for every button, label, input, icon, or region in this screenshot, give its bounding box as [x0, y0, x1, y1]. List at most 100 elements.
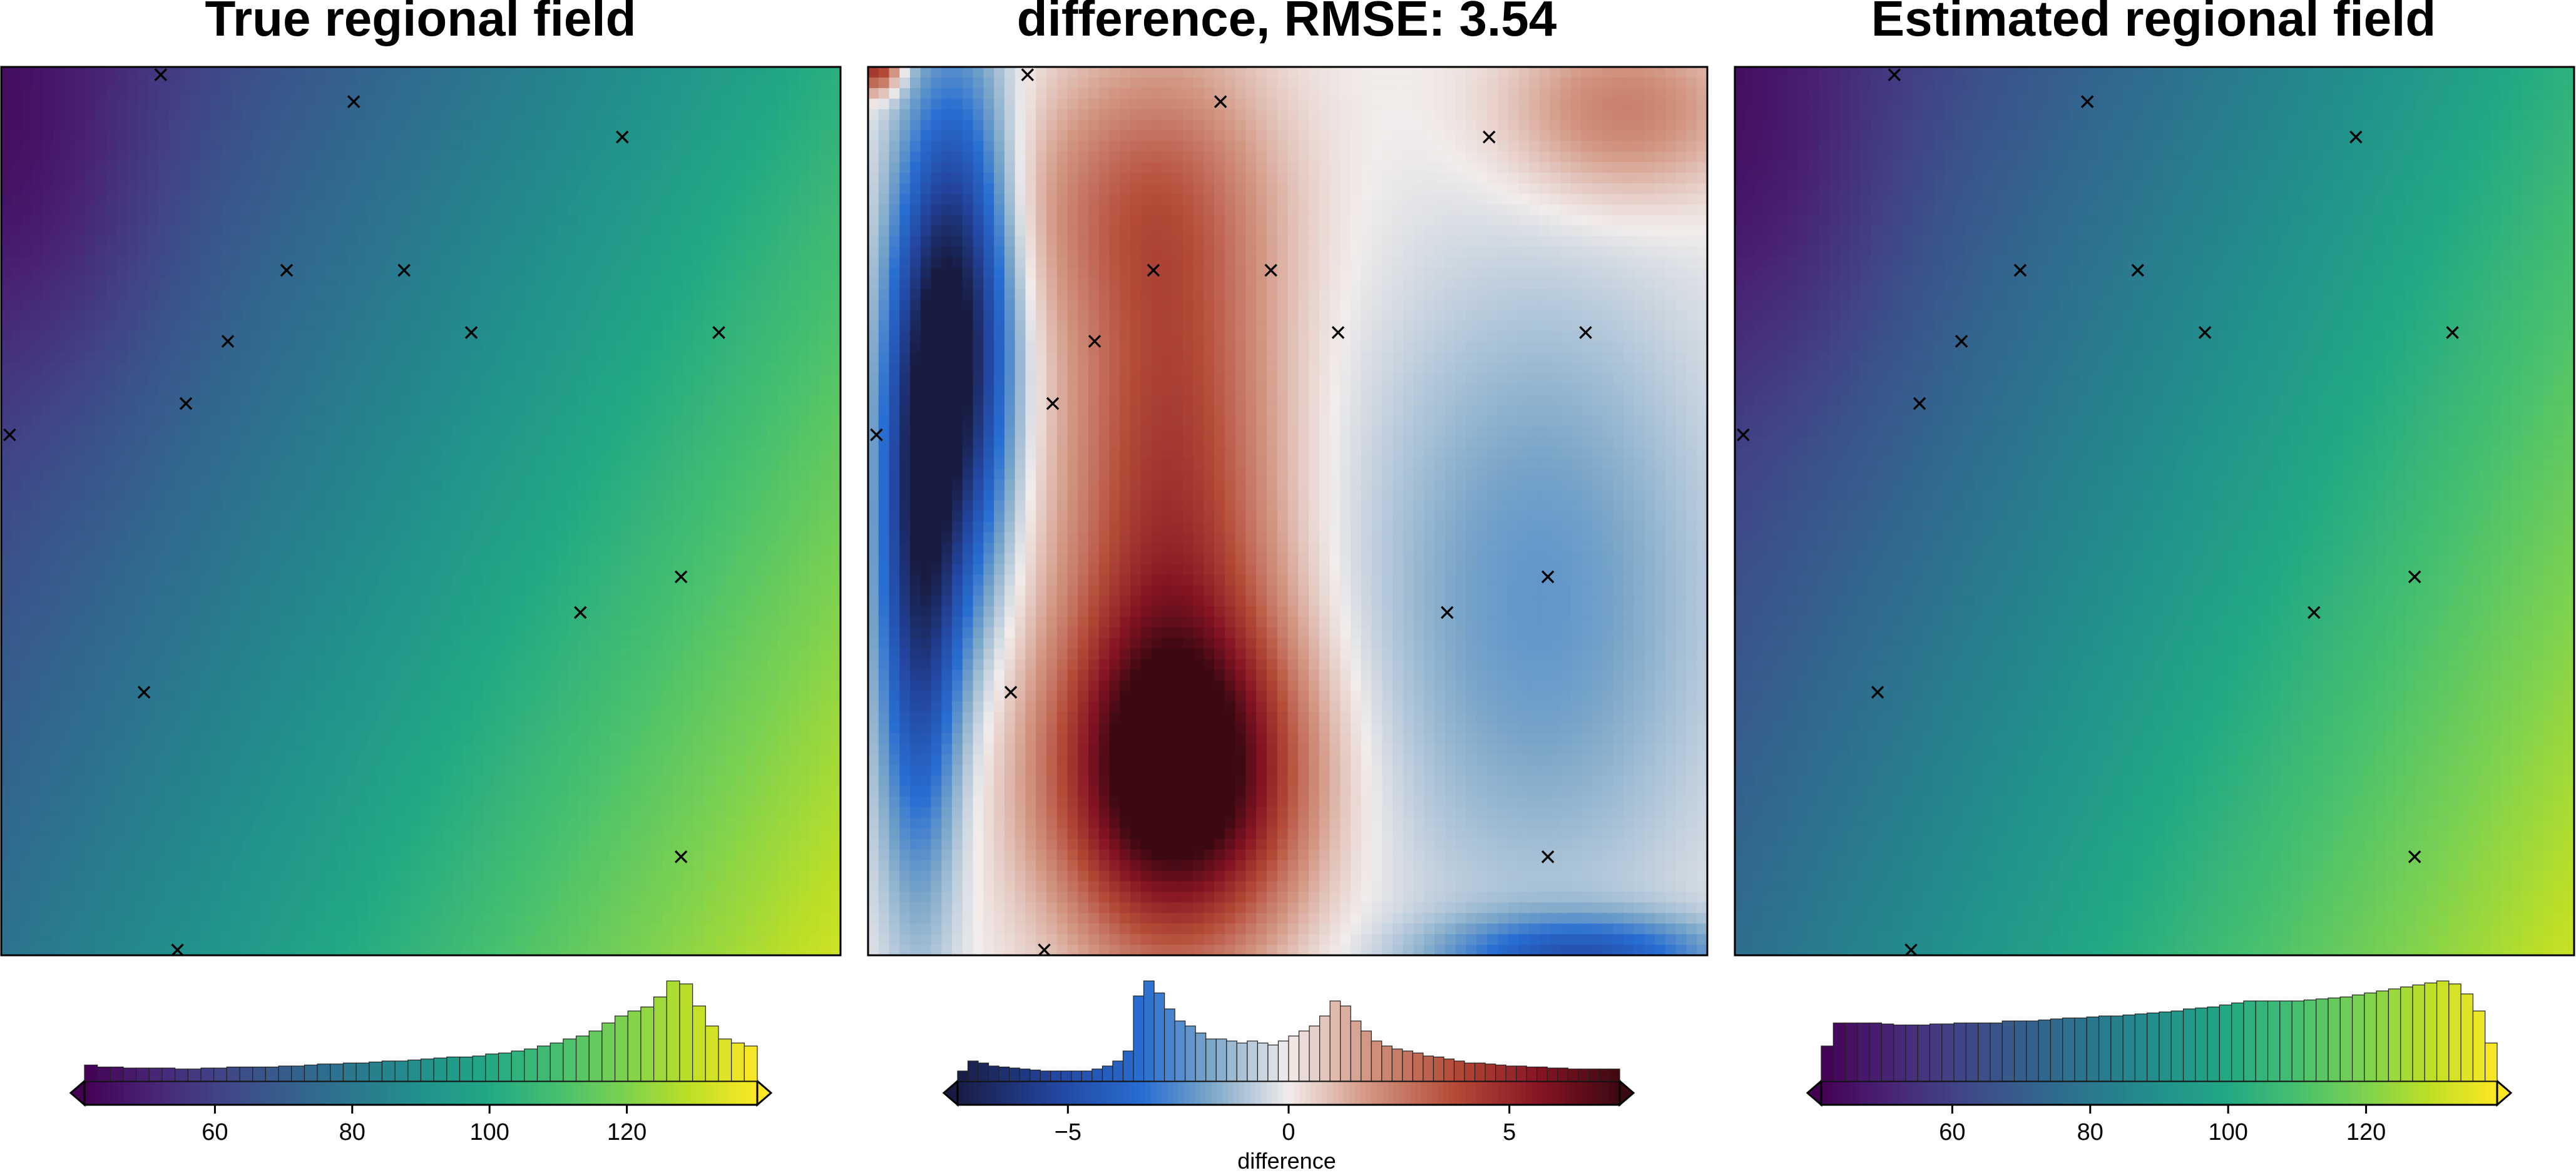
heatmap-cell: [777, 99, 788, 110]
heatmap-cell: [411, 617, 421, 628]
heatmap-cell: [452, 321, 463, 332]
heatmap-cell: [263, 638, 274, 649]
heatmap-cell: [190, 479, 201, 490]
heatmap-cell: [64, 500, 75, 512]
heatmap-cell: [830, 363, 841, 374]
heatmap-cell: [243, 352, 253, 363]
heatmap-cell: [158, 469, 169, 480]
heatmap-cell: [515, 67, 526, 78]
heatmap-cell: [673, 194, 683, 205]
heatmap-cell: [23, 310, 33, 322]
heatmap-cell: [411, 141, 421, 152]
heatmap-cell: [190, 215, 201, 226]
heatmap-cell: [274, 511, 285, 522]
heatmap-cell: [547, 67, 558, 78]
heatmap-cell: [725, 574, 736, 586]
heatmap-cell: [285, 723, 295, 734]
heatmap-cell: [473, 564, 484, 576]
heatmap-cell: [484, 352, 494, 363]
heatmap-cell: [830, 321, 841, 332]
heatmap-cell: [316, 701, 327, 713]
heatmap-cell: [526, 511, 536, 522]
heatmap-cell: [211, 712, 222, 723]
heatmap-cell: [263, 236, 274, 247]
heatmap-cell: [285, 511, 295, 522]
heatmap-cell: [693, 659, 704, 671]
heatmap-cell: [799, 416, 809, 427]
heatmap-cell: [799, 469, 809, 480]
heatmap-cell: [158, 310, 169, 322]
heatmap-cell: [830, 268, 841, 279]
heatmap-cell: [494, 532, 505, 544]
heatmap-cell: [12, 627, 23, 639]
heatmap-cell: [693, 226, 704, 237]
heatmap-cell: [704, 532, 715, 544]
heatmap-cell: [400, 78, 411, 88]
heatmap-cell: [494, 680, 505, 691]
heatmap-cell: [788, 511, 799, 522]
heatmap-cell: [589, 162, 600, 173]
heatmap-cell: [526, 670, 536, 681]
heatmap-cell: [96, 564, 106, 576]
heatmap-cell: [484, 300, 494, 311]
heatmap-cell: [106, 384, 117, 395]
heatmap-cell: [180, 723, 190, 734]
heatmap-cell: [693, 120, 704, 131]
heatmap-cell: [452, 363, 463, 374]
heatmap-cell: [12, 500, 23, 512]
heatmap-cell: [693, 162, 704, 173]
heatmap-cell: [830, 427, 841, 438]
heatmap-cell: [704, 638, 715, 649]
heatmap-cell: [505, 268, 516, 279]
heatmap-cell: [411, 564, 421, 576]
heatmap-cell: [243, 469, 253, 480]
heatmap-cell: [148, 723, 159, 734]
heatmap-cell: [232, 564, 243, 576]
heatmap-cell: [369, 130, 379, 141]
heatmap-cell: [327, 437, 337, 449]
heatmap-cell: [232, 712, 243, 723]
heatmap-cell: [305, 194, 316, 205]
heatmap-cell: [211, 151, 222, 162]
heatmap-cell: [148, 554, 159, 565]
heatmap-cell: [358, 691, 369, 702]
heatmap-cell: [568, 416, 578, 427]
heatmap-cell: [652, 99, 662, 110]
heatmap-cell: [725, 500, 736, 512]
heatmap-cell: [169, 332, 180, 343]
heatmap-cell: [305, 120, 316, 131]
heatmap-cell: [158, 564, 169, 576]
heatmap-cell: [568, 627, 578, 639]
heatmap-cell: [557, 543, 568, 554]
heatmap-cell: [411, 99, 421, 110]
heatmap-cell: [96, 310, 106, 322]
heatmap-cell: [116, 448, 127, 459]
heatmap-cell: [43, 67, 54, 78]
heatmap-cell: [578, 627, 589, 639]
heatmap-cell: [505, 691, 516, 702]
heatmap-cell: [96, 109, 106, 121]
heatmap-cell: [421, 384, 432, 395]
heatmap-cell: [526, 78, 536, 88]
heatmap-cell: [568, 712, 578, 723]
heatmap-cell: [631, 416, 641, 427]
heatmap-cell: [33, 522, 43, 533]
heatmap-cell: [158, 384, 169, 395]
heatmap-cell: [96, 617, 106, 628]
heatmap-cell: [263, 596, 274, 607]
heatmap-cell: [1, 151, 12, 162]
heatmap-cell: [85, 215, 96, 226]
heatmap-cell: [515, 205, 526, 216]
heatmap-cell: [116, 532, 127, 544]
heatmap-cell: [547, 500, 558, 512]
heatmap-cell: [620, 363, 631, 374]
heatmap-cell: [589, 437, 600, 449]
heatmap-cell: [557, 332, 568, 343]
heatmap-cell: [746, 416, 757, 427]
heatmap-cell: [673, 638, 683, 649]
heatmap-cell: [683, 500, 694, 512]
heatmap-cell: [505, 257, 516, 268]
heatmap-cell: [662, 543, 673, 554]
heatmap-cell: [116, 88, 127, 99]
heatmap-cell: [809, 300, 820, 311]
